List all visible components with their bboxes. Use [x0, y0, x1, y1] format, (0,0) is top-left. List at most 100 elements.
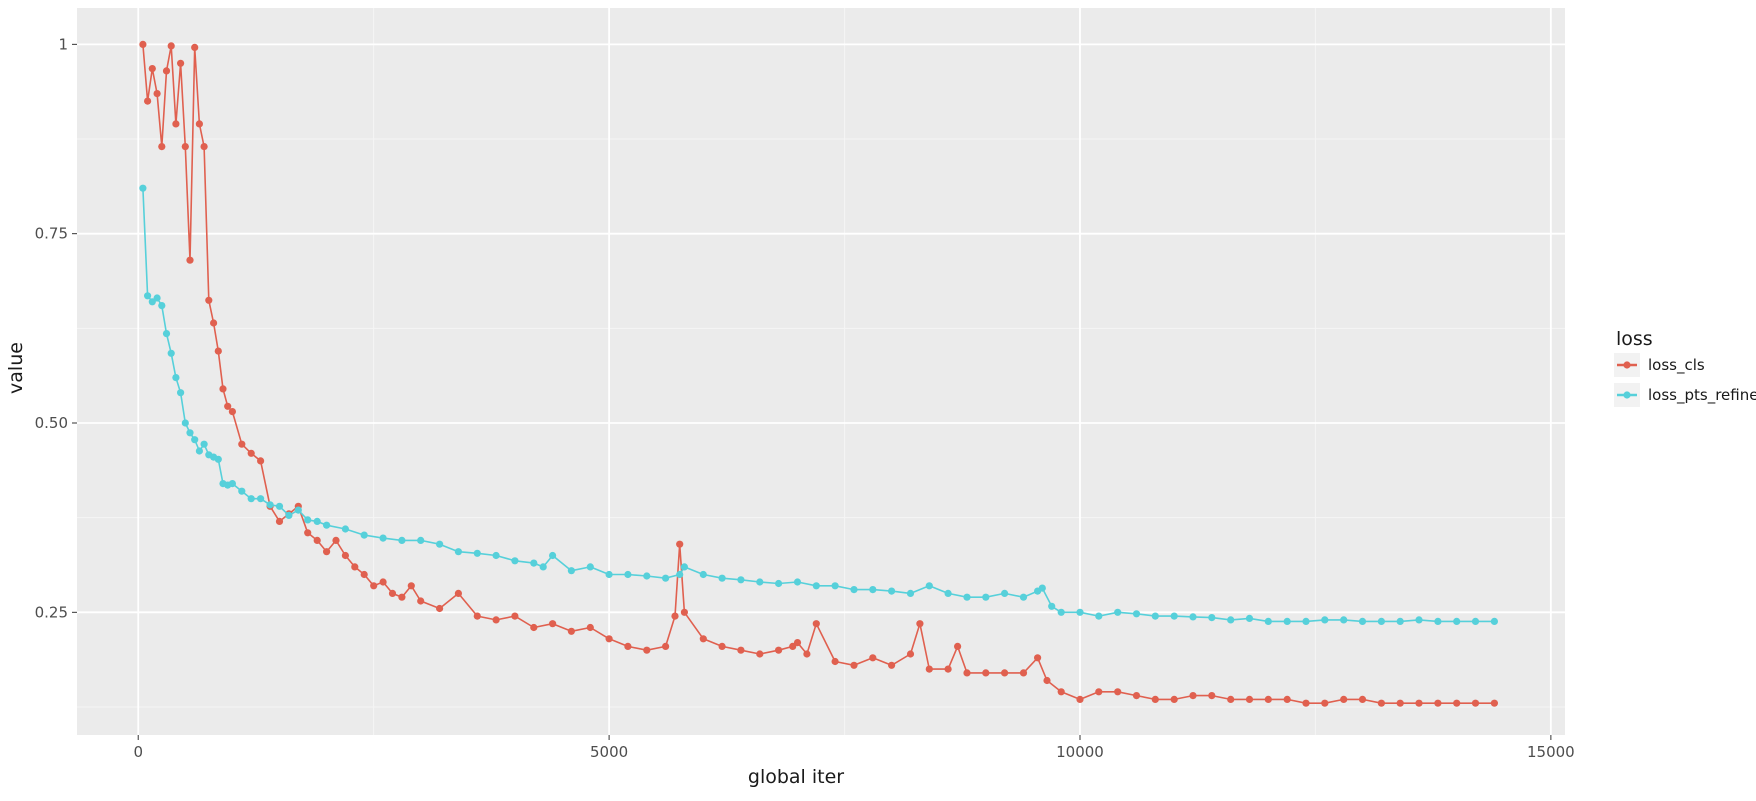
data-point-loss-pts-refine [148, 298, 156, 306]
data-point-loss-pts-refine [1170, 612, 1178, 620]
data-point-loss-pts-refine [144, 292, 152, 300]
data-point-loss-pts-refine [906, 589, 915, 598]
data-point-loss-cls [1151, 695, 1159, 704]
data-point-loss-pts-refine [1283, 617, 1291, 626]
data-point-loss-pts-refine [162, 330, 171, 338]
data-point-loss-pts-refine [605, 570, 613, 579]
data-point-loss-pts-refine [158, 302, 166, 310]
data-point-loss-pts-refine [1321, 616, 1329, 624]
data-point-loss-cls [530, 623, 538, 632]
x-tick-label: 10000 [1056, 743, 1104, 761]
data-point-loss-cls [1019, 669, 1028, 677]
data-point-loss-cls [492, 616, 500, 624]
data-point-loss-pts-refine [850, 586, 858, 594]
legend-title: loss [1616, 328, 1653, 350]
data-point-loss-cls [1471, 699, 1480, 707]
data-point-loss-cls [360, 570, 368, 579]
data-point-loss-pts-refine [511, 557, 519, 565]
data-point-loss-cls [181, 143, 189, 151]
data-point-loss-cls [238, 440, 246, 448]
y-axis-title: value [5, 342, 27, 394]
data-point-loss-pts-refine [775, 579, 783, 588]
data-point-loss-pts-refine [238, 487, 246, 495]
data-point-loss-pts-refine [294, 506, 302, 514]
data-point-loss-pts-refine [1001, 589, 1009, 598]
data-point-loss-pts-refine [1048, 602, 1056, 610]
data-point-loss-cls [379, 578, 387, 586]
data-point-loss-pts-refine [266, 501, 274, 509]
data-point-loss-pts-refine [304, 516, 312, 524]
legend-label-loss-pts-refine: loss_pts_refine [1648, 386, 1756, 405]
data-point-loss-cls [388, 589, 397, 598]
data-point-loss-pts-refine [1019, 593, 1028, 601]
data-point-loss-pts-refine [1453, 617, 1461, 626]
data-point-loss-cls [219, 385, 227, 393]
data-point-loss-cls [888, 661, 896, 669]
legend: loss loss_cls loss_pts_refine [1614, 328, 1756, 407]
data-point-loss-cls [1208, 692, 1216, 700]
y-tick-label: 0.25 [35, 603, 68, 621]
data-point-loss-pts-refine [944, 589, 952, 598]
x-tick-label: 5000 [590, 743, 628, 761]
data-point-loss-cls [803, 650, 811, 658]
series-layer [139, 40, 1498, 707]
data-point-loss-pts-refine [925, 582, 933, 590]
data-point-loss-cls [191, 43, 199, 52]
data-point-loss-pts-refine [1076, 608, 1084, 616]
data-point-loss-pts-refine [718, 574, 726, 582]
legend-items: loss_cls loss_pts_refine [1614, 353, 1756, 407]
data-point-loss-pts-refine [1114, 608, 1122, 616]
data-point-loss-pts-refine [313, 517, 321, 526]
data-point-loss-pts-refine [643, 572, 651, 580]
data-point-loss-cls [224, 402, 232, 410]
data-point-loss-cls [775, 646, 783, 654]
data-point-loss-pts-refine [888, 587, 896, 595]
data-point-loss-cls [1095, 688, 1103, 696]
data-point-loss-pts-refine [1038, 584, 1046, 592]
data-point-loss-pts-refine [812, 582, 820, 590]
data-point-loss-pts-refine [285, 511, 293, 519]
grid-minor [77, 8, 1565, 735]
data-point-loss-pts-refine [1264, 617, 1272, 626]
data-point-loss-pts-refine [756, 578, 764, 586]
x-tick-label: 0 [133, 743, 143, 761]
data-point-loss-pts-refine [737, 576, 745, 584]
panel-background [77, 8, 1565, 735]
data-point-loss-cls [1057, 688, 1065, 696]
data-point-loss-cls [1245, 695, 1254, 704]
data-point-loss-cls [398, 593, 406, 601]
y-tick-label: 1 [58, 35, 68, 53]
data-point-loss-pts-refine [177, 389, 185, 397]
data-point-loss-cls [1283, 695, 1291, 704]
data-point-loss-pts-refine [1095, 612, 1103, 620]
data-point-loss-pts-refine [139, 184, 147, 192]
data-point-loss-cls [205, 296, 213, 304]
data-point-loss-cls [228, 408, 236, 416]
data-point-loss-pts-refine [1377, 617, 1385, 626]
data-point-loss-cls [605, 635, 613, 643]
data-point-loss-pts-refine [398, 536, 406, 545]
data-point-loss-pts-refine [200, 440, 208, 448]
data-point-loss-cls [1170, 695, 1178, 704]
data-point-loss-pts-refine [436, 540, 444, 548]
series-loss-cls [139, 40, 1498, 707]
data-point-loss-cls [718, 642, 726, 651]
data-point-loss-pts-refine [186, 429, 194, 437]
data-point-loss-cls [351, 563, 359, 571]
data-point-loss-cls [812, 620, 820, 628]
legend-key-point [1623, 391, 1631, 399]
data-point-loss-cls [567, 627, 576, 635]
data-point-loss-cls [1076, 695, 1084, 704]
data-point-loss-pts-refine [1396, 617, 1404, 626]
x-axis-title: global iter [748, 766, 844, 788]
data-point-loss-cls [676, 540, 684, 548]
legend-key-point [1623, 361, 1631, 369]
data-point-loss-cls [323, 548, 331, 556]
data-point-loss-cls [954, 642, 962, 651]
data-point-loss-pts-refine [341, 525, 349, 533]
data-point-loss-cls [172, 120, 180, 128]
data-point-loss-cls [643, 646, 651, 654]
data-point-loss-cls [1001, 669, 1009, 677]
data-point-loss-pts-refine [275, 502, 284, 510]
